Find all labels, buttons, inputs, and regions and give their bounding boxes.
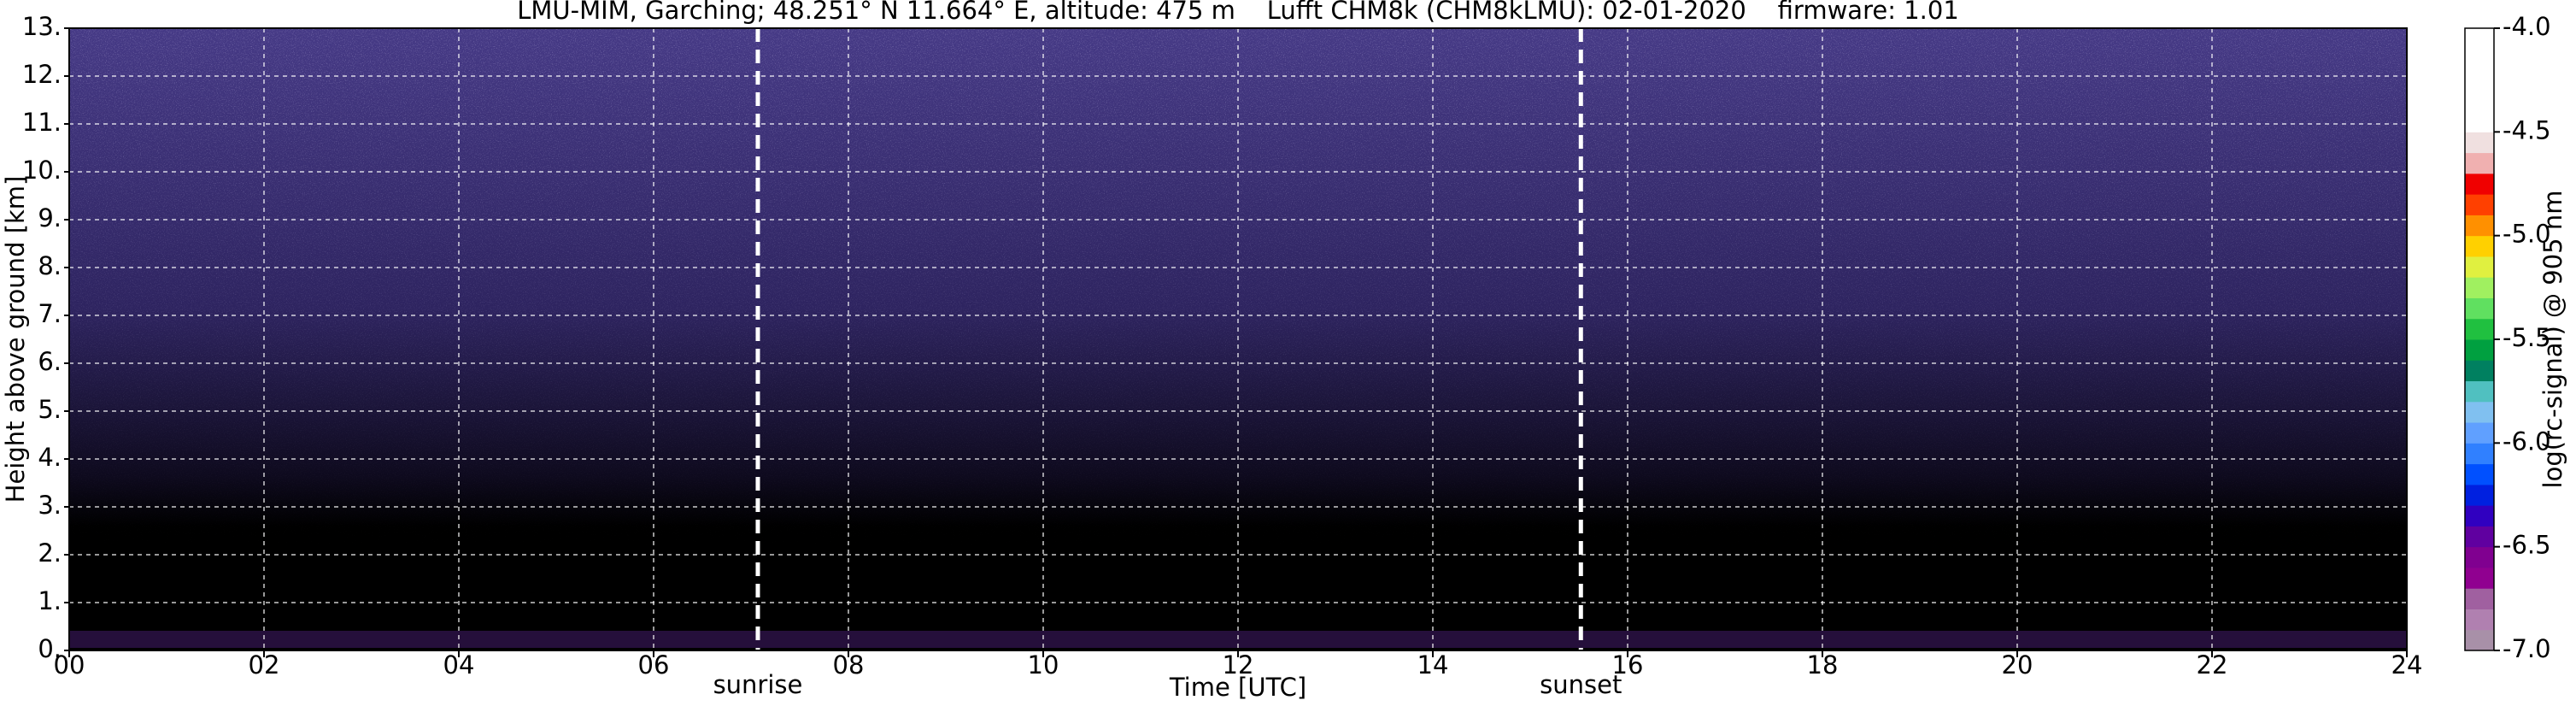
y-tick-label: 4. bbox=[38, 443, 62, 472]
colorbar-segment bbox=[2465, 422, 2494, 444]
x-axis-label: Time [UTC] bbox=[1169, 673, 1306, 702]
colorbar-segment bbox=[2465, 588, 2494, 609]
y-tick-label: 9. bbox=[38, 203, 62, 232]
colorbar-segment bbox=[2465, 277, 2494, 298]
colorbar-segment bbox=[2465, 152, 2494, 174]
colorbar-segment bbox=[2465, 256, 2494, 278]
colorbar-segment bbox=[2465, 132, 2494, 154]
y-tick-label: 2. bbox=[38, 538, 62, 568]
y-tick-label: 5. bbox=[38, 395, 62, 424]
colorbar-segment bbox=[2465, 380, 2494, 403]
y-tick-label: 6. bbox=[38, 347, 62, 376]
colorbar-tick-label: -4.5 bbox=[2503, 115, 2551, 144]
colorbar-segment bbox=[2465, 173, 2494, 195]
colorbar-segment bbox=[2465, 69, 2494, 91]
colorbar-segment bbox=[2465, 401, 2494, 423]
colorbar-tick-label: -5.0 bbox=[2503, 220, 2551, 249]
colorbar-tick-label: -5.5 bbox=[2503, 323, 2551, 352]
y-tick-label: 3. bbox=[38, 491, 62, 520]
colorbar-segment bbox=[2465, 463, 2494, 485]
y-axis-label: Height above ground [km] bbox=[1, 176, 30, 503]
chart-title: LMU-MIM, Garching; 48.251° N 11.664° E, … bbox=[517, 0, 1959, 25]
colorbar-segment bbox=[2465, 546, 2494, 568]
colorbar-segment bbox=[2465, 443, 2494, 465]
colorbar-segment bbox=[2465, 360, 2494, 382]
colorbar-segment bbox=[2465, 629, 2494, 651]
colorbar-tick-label: -6.0 bbox=[2503, 427, 2551, 456]
y-tick-label: 11. bbox=[22, 108, 62, 137]
y-tick-label: 8. bbox=[38, 251, 62, 280]
y-tick-label: 1. bbox=[38, 586, 62, 615]
colorbar-segment bbox=[2465, 505, 2494, 527]
colorbar-tick-label: -6.5 bbox=[2503, 531, 2551, 560]
y-tick-label: 12. bbox=[22, 60, 62, 89]
y-tick-label: 10. bbox=[22, 156, 62, 185]
colorbar-segment bbox=[2465, 215, 2494, 237]
colorbar-segment bbox=[2465, 318, 2494, 340]
colorbar-segment bbox=[2465, 484, 2494, 506]
colorbar-segment bbox=[2465, 609, 2494, 631]
colorbar-segment bbox=[2465, 49, 2494, 71]
colorbar-segment bbox=[2465, 526, 2494, 548]
colorbar-tick-label: -7.0 bbox=[2503, 634, 2551, 663]
annotation-label: sunset bbox=[1540, 670, 1622, 699]
colorbar-tick-label: -4.0 bbox=[2503, 12, 2551, 41]
colorbar-segment bbox=[2465, 111, 2494, 132]
colorbar-segment bbox=[2465, 567, 2494, 589]
colorbar-segment bbox=[2465, 194, 2494, 215]
colorbar-segment bbox=[2465, 90, 2494, 112]
y-tick-label: 13. bbox=[22, 12, 62, 41]
y-tick-label: 7. bbox=[38, 299, 62, 328]
colorbar-segment bbox=[2465, 235, 2494, 257]
colorbar-segment bbox=[2465, 28, 2494, 50]
colorbar-segment bbox=[2465, 297, 2494, 320]
annotation-label: sunrise bbox=[713, 670, 803, 699]
y-tick-label: 0. bbox=[38, 634, 62, 663]
colorbar-segment bbox=[2465, 339, 2494, 361]
colorbar-label: log(rc-signal) @ 905 nm bbox=[2538, 191, 2567, 489]
